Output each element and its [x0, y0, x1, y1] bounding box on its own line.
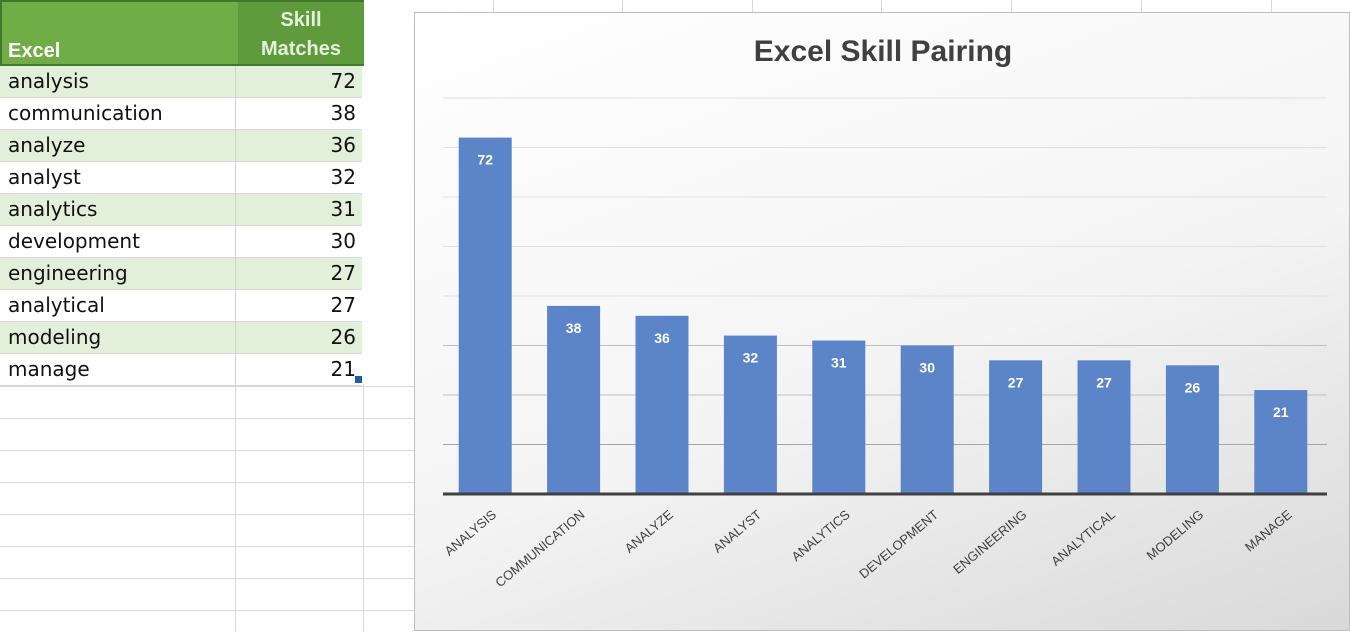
table-row[interactable]: communication 38 — [0, 98, 362, 130]
skill-matches-cell: 32 — [330, 165, 356, 189]
data-label: 27 — [1096, 374, 1112, 390]
bar-modeling — [1165, 365, 1219, 494]
column-separator — [235, 354, 236, 385]
x-tick-label: MANAGE — [1242, 507, 1295, 555]
data-label: 31 — [831, 355, 847, 371]
x-tick-label: ANALYZE — [622, 507, 677, 556]
x-tick-label: ENGINEERING — [950, 507, 1029, 577]
data-label: 36 — [654, 330, 670, 346]
data-label: 38 — [566, 320, 582, 336]
table-row[interactable]: development 30 — [0, 226, 362, 258]
bar-manage — [1254, 390, 1308, 494]
bar-analytics — [812, 340, 866, 494]
data-label: 30 — [919, 360, 935, 376]
table-row[interactable]: analyze 36 — [0, 130, 362, 162]
column-separator — [235, 290, 236, 321]
skill-matches-cell: 38 — [330, 101, 356, 125]
data-label: 21 — [1273, 404, 1289, 420]
data-label: 26 — [1185, 379, 1201, 395]
table-row[interactable]: modeling 26 — [0, 322, 362, 354]
header-excel: Excel — [8, 40, 61, 62]
skill-matches-cell: 31 — [330, 197, 356, 221]
x-tick-label: ANALYTICAL — [1048, 507, 1118, 569]
column-separator — [235, 130, 236, 161]
fill-handle[interactable] — [355, 376, 362, 383]
skill-name-cell: analytical — [8, 293, 105, 317]
table-header[interactable]: Excel Skill Matches — [0, 0, 364, 66]
table-row[interactable]: analytics 31 — [0, 194, 362, 226]
skill-name-cell: modeling — [8, 325, 102, 349]
table-row[interactable]: analyst 32 — [0, 162, 362, 194]
skill-name-cell: analyst — [8, 165, 81, 189]
data-label: 32 — [743, 350, 759, 366]
column-separator — [235, 66, 236, 97]
skill-matches-cell: 27 — [330, 261, 356, 285]
skill-matches-cell: 21 — [330, 357, 356, 381]
bar-analysis — [458, 137, 512, 494]
x-tick-label: COMMUNICATION — [492, 507, 587, 590]
x-tick-label: ANALYTICS — [788, 507, 852, 565]
x-tick-label: ANALYSIS — [442, 507, 500, 559]
skill-matches-cell: 26 — [330, 325, 356, 349]
skill-matches-cell: 27 — [330, 293, 356, 317]
x-tick-label: ANALYST — [710, 507, 764, 556]
skill-name-cell: analytics — [8, 197, 98, 221]
chart-plot: 72 ANALYSIS 38 COMMUNICATION 36 ANALYZE 32 ANAL… — [442, 97, 1327, 590]
bar-analytical — [1077, 360, 1131, 494]
column-separator — [235, 162, 236, 193]
skill-name-cell: engineering — [8, 261, 128, 285]
bar-analyst — [723, 335, 777, 494]
x-tick-label: DEVELOPMENT — [856, 507, 941, 582]
column-separator — [235, 322, 236, 353]
bar-engineering — [989, 360, 1043, 494]
bar-chart[interactable]: Excel Skill Pairing 72 ANALYSIS 38 COMMUNIC… — [414, 12, 1350, 631]
bar-development — [900, 345, 954, 494]
table-row[interactable]: engineering 27 — [0, 258, 362, 290]
skill-name-cell: analysis — [8, 69, 89, 93]
bar-analyze — [635, 315, 689, 494]
chart-title: Excel Skill Pairing — [753, 35, 1013, 68]
data-label: 27 — [1008, 374, 1024, 390]
skill-matches-cell: 30 — [330, 229, 356, 253]
column-separator — [235, 226, 236, 257]
skill-name-cell: development — [8, 229, 140, 253]
bar-communication — [547, 305, 601, 494]
header-skill-line2: Matches — [260, 38, 342, 60]
skill-name-cell: manage — [8, 357, 90, 381]
column-separator — [235, 194, 236, 225]
skill-matches-cell: 36 — [330, 133, 356, 157]
column-separator — [235, 98, 236, 129]
data-label: 72 — [477, 152, 493, 168]
skill-name-cell: analyze — [8, 133, 86, 157]
table-row[interactable]: manage 21 — [0, 354, 362, 386]
column-separator — [235, 258, 236, 289]
header-cell-matches-bg — [238, 2, 364, 64]
header-skill-matches: Skill Matches — [238, 6, 364, 64]
table-row[interactable]: analysis 72 — [0, 66, 362, 98]
header-skill-line1: Skill — [280, 9, 322, 31]
skill-matches-cell: 72 — [330, 69, 356, 93]
x-tick-label: MODELING — [1144, 507, 1207, 563]
table-row[interactable]: analytical 27 — [0, 290, 362, 322]
skill-name-cell: communication — [8, 101, 163, 125]
